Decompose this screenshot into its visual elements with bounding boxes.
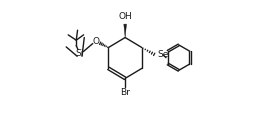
- Text: Br: Br: [120, 88, 130, 97]
- Text: O: O: [92, 37, 99, 46]
- Text: OH: OH: [118, 12, 132, 21]
- Text: Si: Si: [75, 49, 84, 58]
- Text: Se: Se: [157, 50, 169, 59]
- Polygon shape: [124, 24, 126, 38]
